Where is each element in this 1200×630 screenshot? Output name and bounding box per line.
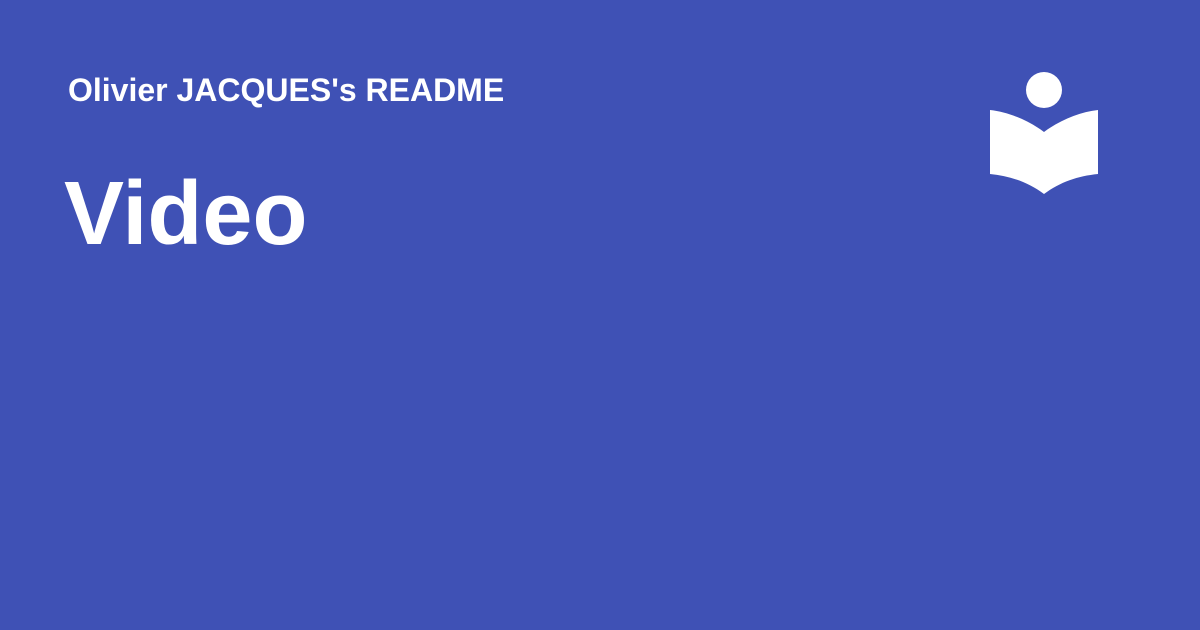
page-title: Video xyxy=(64,164,308,264)
reader-head xyxy=(1026,72,1062,108)
open-book xyxy=(990,110,1098,194)
site-name: Olivier JACQUES's README xyxy=(68,72,505,108)
book-reader-icon xyxy=(990,72,1098,194)
